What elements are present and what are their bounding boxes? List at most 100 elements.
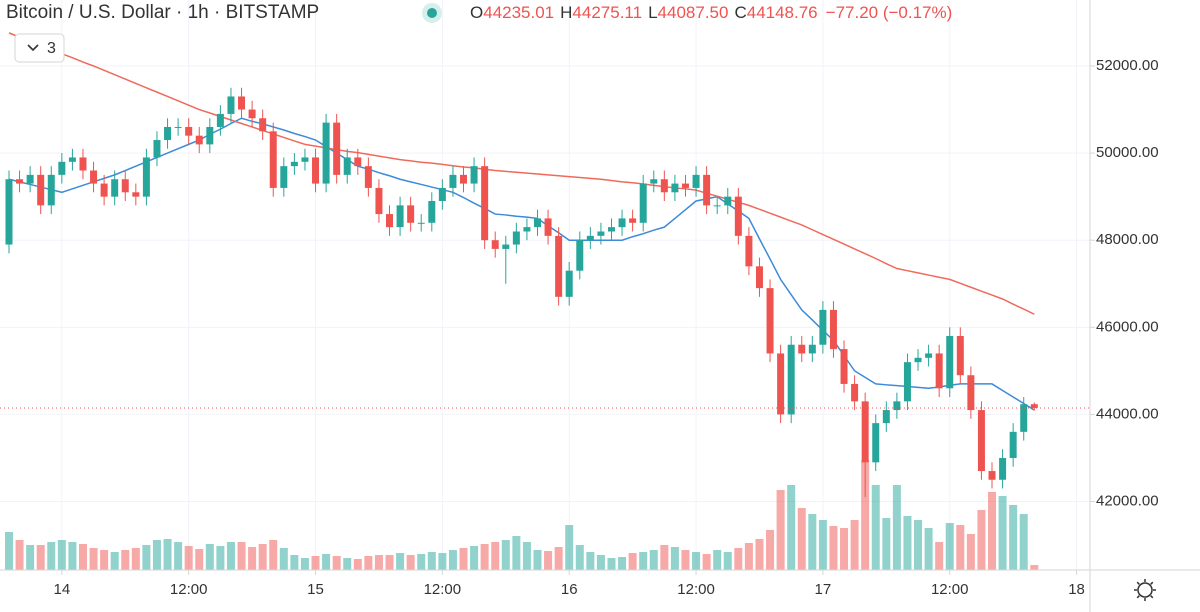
candle-body	[386, 214, 394, 228]
volume-bar	[914, 520, 923, 570]
candle-body	[713, 205, 721, 207]
volume-bar	[861, 460, 870, 570]
volume-bar	[311, 556, 320, 570]
candle-body	[248, 109, 256, 119]
volume-bar	[998, 496, 1007, 570]
volume-bar	[226, 542, 235, 570]
volume-bar	[248, 547, 257, 570]
candle-body	[544, 218, 552, 236]
volume-bar	[216, 546, 225, 570]
candle-body	[438, 187, 446, 202]
candle-body	[967, 375, 975, 411]
candle-body	[301, 157, 309, 162]
volume-bar	[977, 510, 986, 570]
volume-bar	[459, 548, 468, 570]
candle-body	[512, 231, 520, 245]
volume-bar	[290, 555, 299, 570]
candle-body	[407, 205, 415, 223]
toggle-box[interactable]	[14, 33, 65, 63]
volume-bar	[353, 559, 362, 570]
candle-body	[5, 179, 13, 245]
candle-body	[914, 357, 922, 363]
indicator-count[interactable]: 3	[47, 40, 56, 57]
volume-bar	[882, 518, 891, 570]
candle-body	[798, 344, 806, 354]
volume-bar	[300, 558, 309, 570]
volume-bar	[649, 550, 658, 570]
volume-bar	[628, 553, 637, 570]
settings-icon[interactable]	[1134, 579, 1156, 601]
candle-body	[153, 140, 161, 158]
x-tick-label: 18	[1068, 581, 1085, 598]
volume-bar	[892, 485, 901, 570]
candle-body	[333, 122, 341, 175]
x-tick-label: 14	[53, 581, 70, 598]
candle-body	[375, 187, 383, 215]
volume-bar	[755, 539, 764, 570]
candle-body	[195, 135, 203, 145]
volume-bar	[322, 554, 331, 570]
x-tick-label: 12:00	[170, 581, 208, 598]
volume-bar	[945, 523, 954, 570]
volume-bar	[512, 536, 521, 570]
volume-bar	[110, 552, 119, 570]
candle-body	[819, 309, 827, 345]
gear-ring[interactable]	[1137, 582, 1153, 598]
candle-body	[491, 240, 499, 249]
candle-body	[903, 362, 911, 402]
volume-bar	[184, 546, 193, 570]
candles	[0, 87, 1090, 498]
axes: 42000.00 44000.00 46000.00 48000.00 50000.00…	[53, 57, 1158, 598]
candle-body	[766, 288, 774, 354]
volume-bar	[68, 542, 77, 570]
candle-body	[58, 161, 66, 175]
candle-body	[734, 196, 742, 236]
volume-bar	[586, 552, 595, 570]
candle-body	[37, 174, 45, 206]
candle-body	[639, 183, 647, 223]
candle-body	[946, 336, 954, 389]
volume-bar	[903, 516, 912, 570]
candle-body	[787, 344, 795, 415]
volume-bar	[692, 552, 701, 570]
candle-body	[185, 126, 193, 136]
gear-teeth[interactable]	[1134, 579, 1156, 601]
candle-body	[586, 235, 594, 241]
candle-body	[121, 179, 129, 193]
candle-body	[808, 344, 816, 354]
volume-bar	[596, 555, 605, 570]
chevron[interactable]	[27, 44, 39, 52]
volume-bar	[787, 485, 796, 570]
candle-body	[777, 353, 785, 415]
candle-body	[861, 401, 869, 463]
legend-value: 44275.11	[572, 3, 642, 22]
volume-bar	[618, 557, 627, 570]
candle-body	[618, 218, 626, 228]
volume-bar	[713, 550, 722, 570]
candle-body	[555, 235, 563, 297]
indicator-toggle[interactable]: 3	[14, 33, 65, 63]
candle-body	[481, 166, 489, 241]
candle-body	[956, 336, 964, 376]
legend-value: 44087.50	[658, 3, 729, 22]
candle-body	[703, 174, 711, 206]
volume-bar	[660, 545, 669, 570]
y-tick-label: 52000.00	[1096, 57, 1159, 74]
volume-bar	[607, 558, 616, 570]
candle-body	[364, 166, 372, 188]
candle-body	[692, 174, 700, 188]
volume-bar	[121, 550, 130, 570]
volume-bar	[4, 532, 13, 570]
moving-average	[8, 32, 1035, 315]
legend-key: L	[648, 3, 657, 22]
candle-body	[26, 174, 34, 184]
volume-bar	[279, 548, 288, 570]
candle-body	[851, 383, 859, 402]
volume-bar	[47, 542, 56, 570]
candle-body	[872, 423, 880, 463]
volume-bar	[89, 548, 98, 570]
candle-body	[142, 157, 150, 197]
x-tick-label: 12:00	[424, 581, 462, 598]
volume-bar	[385, 555, 394, 570]
volume-bar	[734, 548, 743, 570]
